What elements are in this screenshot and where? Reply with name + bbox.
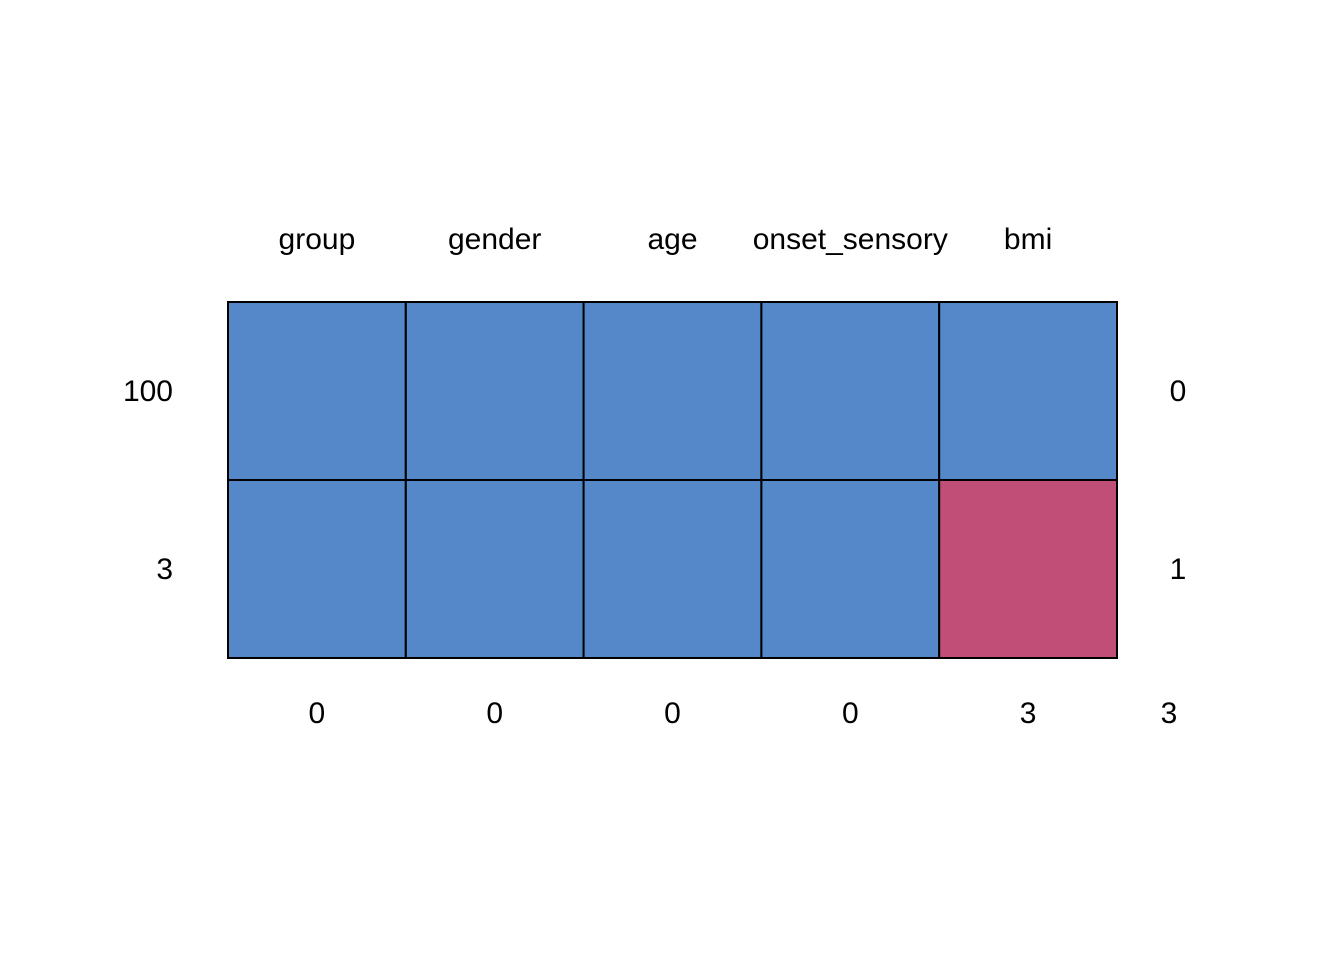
pattern-count-label: 3 xyxy=(156,553,173,586)
observed-cell xyxy=(760,479,941,659)
total-missing-label: 3 xyxy=(1161,697,1178,730)
column-missing-total: 3 xyxy=(1020,697,1037,730)
missing-cell xyxy=(938,479,1119,659)
column-missing-total: 0 xyxy=(486,697,503,730)
variable-label: bmi xyxy=(1004,223,1052,256)
observed-cell xyxy=(404,301,585,481)
column-missing-totals: 0 0 0 0 3 xyxy=(309,697,1037,730)
column-missing-total: 0 xyxy=(664,697,681,730)
observed-cell xyxy=(582,479,763,659)
observed-cell xyxy=(760,301,941,481)
pattern-grid xyxy=(227,301,1119,659)
observed-cell xyxy=(938,301,1119,481)
observed-cell xyxy=(404,479,585,659)
column-missing-total: 0 xyxy=(842,697,859,730)
pattern-count-labels: 100 3 xyxy=(123,375,173,586)
pattern-count-label: 100 xyxy=(123,375,173,408)
column-missing-total: 0 xyxy=(309,697,326,730)
pattern-missing-count-label: 1 xyxy=(1170,553,1187,586)
variable-label: onset_sensory xyxy=(753,223,948,256)
variable-label: gender xyxy=(448,223,541,256)
variable-label: age xyxy=(647,223,697,256)
observed-cell xyxy=(227,301,407,481)
pattern-missing-count-labels: 01 xyxy=(1170,375,1187,586)
observed-cell xyxy=(582,301,763,481)
variable-labels: group gender age onset_sensory bmi xyxy=(279,223,1053,256)
observed-cell xyxy=(227,479,407,659)
pattern-missing-count-label: 0 xyxy=(1170,375,1187,408)
variable-label: group xyxy=(279,223,356,256)
